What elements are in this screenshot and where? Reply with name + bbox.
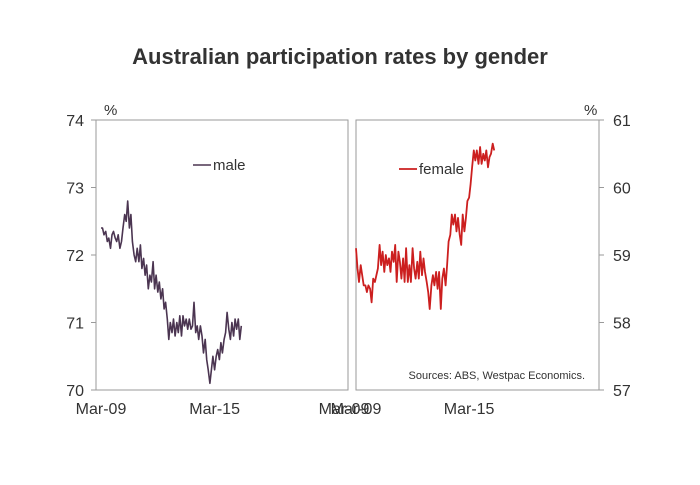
male-legend-label: male [213,157,246,174]
male-unit-label: % [104,102,117,119]
female-y-tick-label-2: 59 [613,248,631,265]
female-y-tick-label-0: 57 [613,383,631,400]
female-y-axis: 57 58 59 60 61 [599,113,631,400]
male-y-axis: 70 71 72 73 74 [66,113,96,400]
female-y-tick-label-4: 61 [613,113,631,130]
female-y-tick-label-1: 58 [613,316,631,333]
male-y-tick-label-0: 70 [66,383,84,400]
chart-title: Australian participation rates by gender [132,44,548,69]
source-note: Sources: ABS, Westpac Economics. [409,370,585,382]
male-x-tick-label-1: Mar-15 [189,401,240,418]
female-x-tick-label-0: Mar-09 [331,401,382,418]
male-y-tick-label-2: 72 [66,248,84,265]
male-y-tick-label-3: 73 [66,181,84,198]
male-y-tick-label-1: 71 [66,316,84,333]
male-x-tick-label-2: Mar-09 [319,401,370,418]
female-unit-label: % [584,102,597,119]
female-series-line [355,142,496,310]
male-x-tick-label-0: Mar-09 [76,401,127,418]
female-x-tick-label-1: Mar-15 [444,401,495,418]
female-y-tick-label-3: 60 [613,181,631,198]
female-legend-label: female [419,161,464,178]
male-series-line [101,200,243,385]
male-y-tick-label-4: 74 [66,113,84,130]
